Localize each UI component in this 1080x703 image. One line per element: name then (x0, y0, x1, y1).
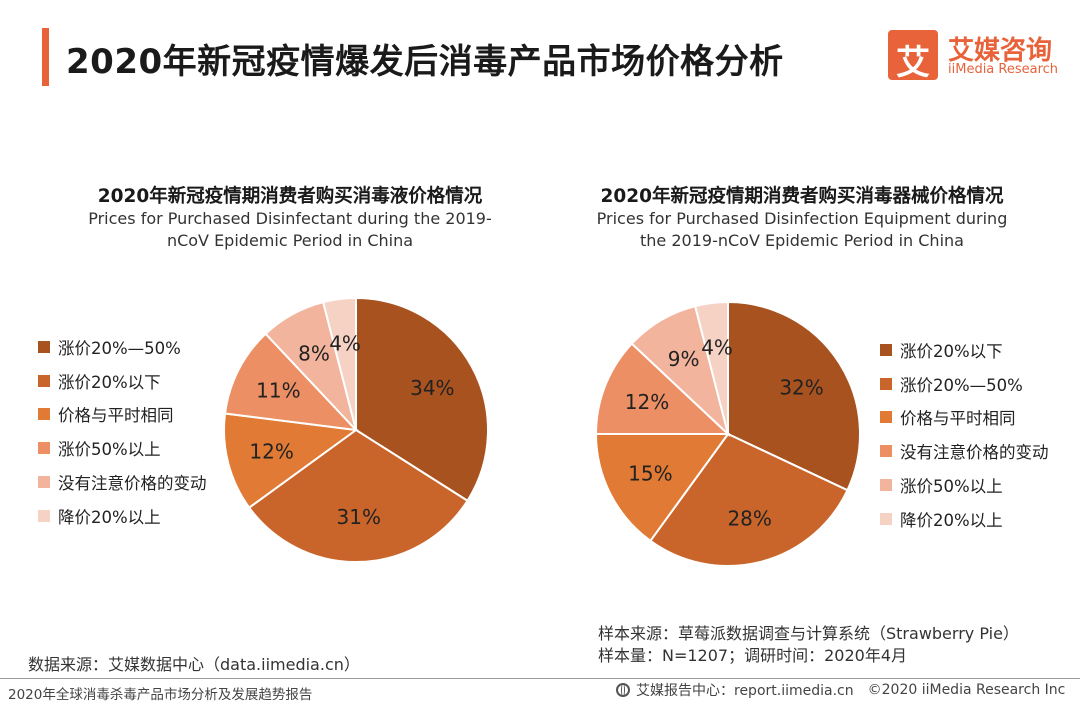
disinfectant-price-pie-chart: 34% 31% 12% 11% 8% 4% (223, 296, 489, 563)
chart2-legend-item: 降价20%以上 (880, 502, 1049, 536)
pie2-label-2: 28% (727, 506, 771, 530)
footer-divider (0, 678, 1080, 679)
logo-glyph: 艾 (896, 43, 930, 83)
sample-info: 样本来源：草莓派数据调查与计算系统（Strawberry Pie） 样本量：N=… (598, 623, 1019, 667)
logo-cn-text: 艾媒咨询 (948, 36, 1053, 66)
chart2-subtitle-line2: the 2019-nCoV Epidemic Period in China (640, 231, 964, 250)
globe-icon (616, 683, 630, 697)
pie2-slice-6 (693, 300, 729, 435)
chart1-legend-label: 降价20%以上 (58, 507, 161, 527)
pie2-label-5: 9% (668, 347, 700, 371)
sample-source-note: 样本来源：草莓派数据调查与计算系统（Strawberry Pie） (598, 624, 1019, 643)
pie1-slice-6 (321, 296, 357, 431)
pie1-label-4: 11% (256, 378, 300, 402)
logo-mark: 艾 (888, 30, 938, 83)
chart1-legend-item: 没有注意价格的变动 (38, 465, 207, 499)
copyright: ©2020 iiMedia Research Inc (867, 682, 1066, 698)
chart1-legend-item: 降价20%以上 (38, 499, 207, 533)
pie2-slice-3 (594, 433, 730, 543)
chart1-legend-swatch (38, 340, 50, 353)
chart1-legend-label: 涨价20%以下 (58, 372, 161, 392)
pie2-label-6: 4% (701, 336, 733, 360)
chart1-legend-item: 价格与平时相同 (38, 398, 207, 432)
report-footer: 艾媒报告中心：report.iimedia.cn ©2020 iiMedia R… (616, 680, 1065, 700)
chart1-subtitle-line1: Prices for Purchased Disinfectant during… (88, 209, 492, 228)
chart2-legend-item: 价格与平时相同 (880, 401, 1049, 435)
equipment-price-pie-chart: 32% 28% 15% 12% 9% 4% (594, 300, 861, 567)
pie1-slice-3 (223, 412, 359, 509)
chart2-title: 2020年新冠疫情期消费者购买消毒器械价格情况 (600, 186, 1004, 207)
chart1-legend-label: 涨价50%以上 (58, 440, 161, 460)
pie1-slice-2 (247, 428, 469, 563)
chart2-legend-label: 涨价50%以上 (900, 477, 1003, 497)
chart1-legend-swatch (38, 374, 50, 387)
iimedia-logo: 艾 艾媒咨询 iiMedia Research (888, 30, 1068, 83)
chart2-subtitle-line1: Prices for Purchased Disinfection Equipm… (596, 209, 1008, 228)
pie2-label-4: 12% (625, 390, 669, 414)
chart2-legend-label: 没有注意价格的变动 (900, 443, 1049, 463)
chart1-title-block: 2020年新冠疫情期消费者购买消毒液价格情况 Prices for Purcha… (70, 186, 510, 252)
chart1-legend-swatch (38, 476, 50, 489)
pie1-slice-4 (223, 332, 359, 432)
pie1-label-6: 4% (329, 332, 361, 356)
chart1-legend-label: 没有注意价格的变动 (58, 474, 207, 494)
chart2-legend-swatch (880, 377, 892, 390)
title-accent-bar (42, 28, 49, 86)
pie1-label-5: 8% (298, 342, 330, 366)
chart1-legend-item: 涨价20%以下 (38, 364, 207, 398)
chart2-legend-label: 涨价20%以下 (900, 341, 1003, 361)
report-center-link[interactable]: 艾媒报告中心：report.iimedia.cn (636, 683, 854, 699)
data-source-note: 数据来源：艾媒数据中心（data.iimedia.cn） (28, 655, 360, 674)
pie2-slice-1 (727, 300, 861, 492)
chart1-legend: 涨价20%—50% 涨价20%以下 价格与平时相同 涨价50%以上没有注意价格的变动降… (38, 330, 207, 533)
chart2-legend-label: 价格与平时相同 (900, 409, 1016, 429)
chart2-legend-swatch (880, 445, 892, 458)
pie1-label-2: 31% (337, 505, 381, 529)
pie2-label-3: 15% (628, 462, 672, 486)
chart1-legend-swatch (38, 509, 50, 522)
chart2-legend-swatch (880, 411, 892, 424)
chart2-legend-swatch (880, 479, 892, 492)
report-name: 2020年全球消毒杀毒产品市场分析及发展趋势报告 (8, 687, 313, 703)
pie2-label-1: 32% (779, 375, 823, 399)
chart1-subtitle-line2: nCoV Epidemic Period in China (166, 231, 414, 250)
pie2-slice-4 (594, 342, 731, 435)
page-title: 2020年新冠疫情爆发后消毒产品市场价格分析 (66, 42, 784, 82)
chart2-legend: 涨价20%以下 涨价20%—50% 价格与平时相同没有注意价格的变动 涨价50%以上降… (880, 333, 1049, 536)
chart1-legend-item: 涨价50%以上 (38, 431, 207, 465)
chart2-legend-swatch (880, 343, 892, 356)
chart1-legend-item: 涨价20%—50% (38, 330, 207, 364)
pie1-label-1: 34% (410, 376, 454, 400)
chart1-legend-swatch (38, 442, 50, 455)
pie1-label-3: 12% (249, 440, 293, 464)
chart2-legend-item: 没有注意价格的变动 (880, 434, 1049, 468)
chart2-legend-label: 涨价20%—50% (900, 375, 1023, 395)
chart2-legend-item: 涨价20%—50% (880, 367, 1049, 401)
chart1-legend-label: 涨价20%—50% (58, 338, 181, 358)
logo-en-text: iiMedia Research (948, 62, 1059, 77)
chart1-title: 2020年新冠疫情期消费者购买消毒液价格情况 (97, 186, 483, 207)
chart2-legend-item: 涨价50%以上 (880, 468, 1049, 502)
chart2-legend-label: 降价20%以上 (900, 510, 1003, 530)
chart2-title-block: 2020年新冠疫情期消费者购买消毒器械价格情况 Prices for Purch… (572, 186, 1032, 252)
sample-size-note: 样本量：N=1207；调研时间：2020年4月 (598, 646, 907, 665)
chart2-legend-swatch (880, 512, 892, 525)
chart2-legend-item: 涨价20%以下 (880, 333, 1049, 367)
chart1-legend-label: 价格与平时相同 (58, 406, 174, 426)
pie2-slice-2 (649, 432, 849, 567)
chart1-legend-swatch (38, 408, 50, 421)
